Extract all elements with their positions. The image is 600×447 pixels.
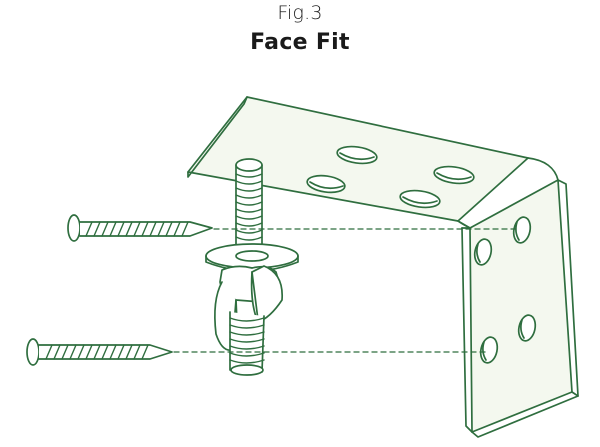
threaded-rod-lower (230, 312, 264, 375)
lower-screw (27, 339, 172, 365)
washer (206, 244, 298, 271)
upper-screw (68, 215, 212, 241)
threaded-rod (236, 159, 262, 248)
